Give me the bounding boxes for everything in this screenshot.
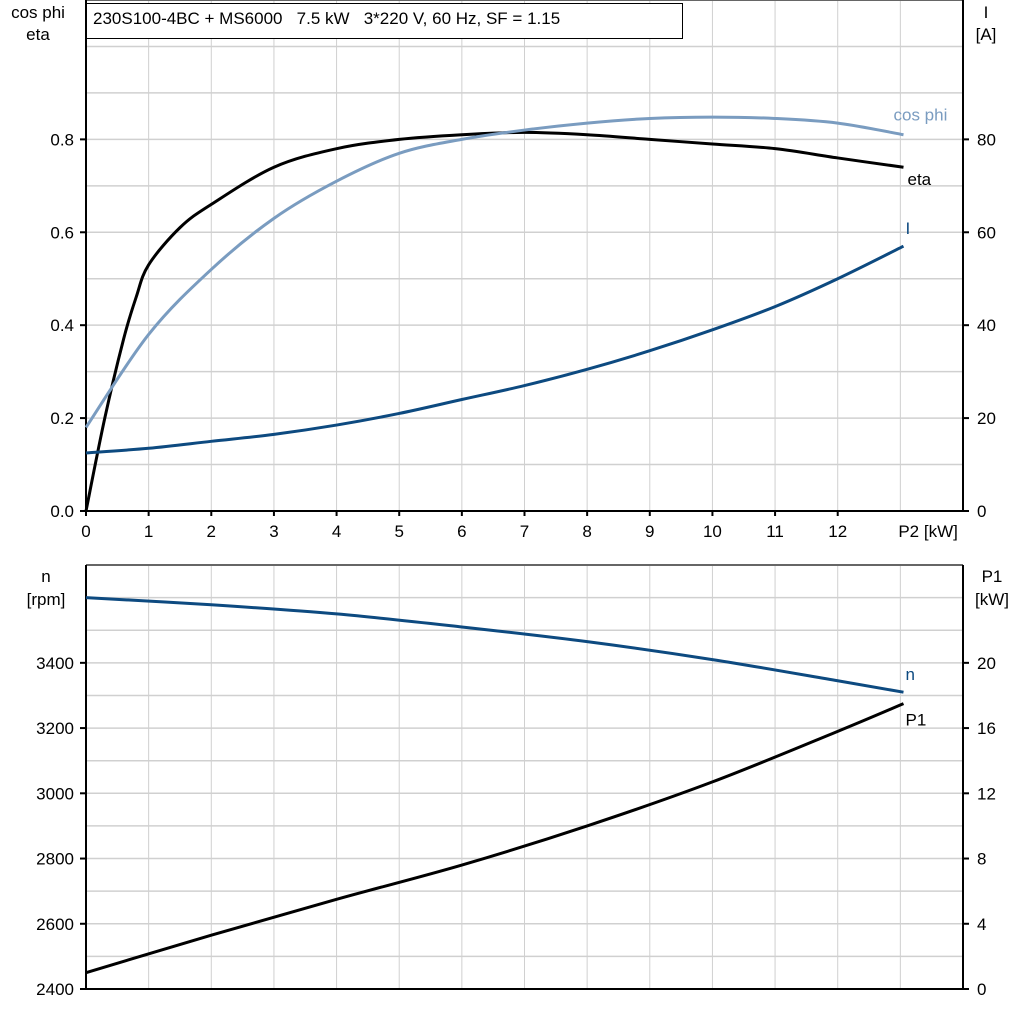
y-axis-label-left: eta — [26, 25, 50, 44]
series-line-eta — [84, 130, 904, 512]
x-tick-label: 4 — [332, 522, 341, 541]
y-tick-label-right: 20 — [977, 654, 996, 673]
series-label-I: I — [905, 219, 910, 238]
y-tick-label-right: 8 — [977, 850, 986, 869]
x-tick-label: 10 — [703, 522, 722, 541]
y-axis-label-right: [A] — [976, 25, 997, 44]
y-tick-label-right: 16 — [977, 719, 996, 738]
series-label-n: n — [905, 665, 914, 684]
y-tick-label-left: 0.2 — [50, 409, 74, 428]
x-tick-label: 1 — [144, 522, 153, 541]
y-tick-label-right: 60 — [977, 223, 996, 242]
x-tick-label: 3 — [269, 522, 278, 541]
y-axis-label-right: I — [984, 3, 989, 22]
x-tick-label: 2 — [207, 522, 216, 541]
y-axis-label-right: P1 — [982, 567, 1003, 586]
y-tick-label-right: 12 — [977, 784, 996, 803]
y-tick-label-right: 20 — [977, 409, 996, 428]
y-tick-label-left: 3000 — [36, 784, 74, 803]
chart-title: 230S100-4BC + MS6000 7.5 kW 3*220 V, 60 … — [86, 3, 683, 39]
y-tick-label-left: 0.4 — [50, 316, 74, 335]
series-line-I — [85, 244, 905, 455]
y-tick-label-left: 0.8 — [50, 130, 74, 149]
y-tick-label-left: 2400 — [36, 980, 74, 999]
y-tick-label-left: 0.6 — [50, 223, 74, 242]
x-tick-label: 5 — [394, 522, 403, 541]
x-tick-label: 7 — [520, 522, 529, 541]
series-label-eta: eta — [907, 170, 931, 189]
series-line-n — [85, 596, 904, 694]
y-tick-label-left: 3400 — [36, 654, 74, 673]
y-tick-label-left: 2600 — [36, 915, 74, 934]
y-tick-label-right: 0 — [977, 980, 986, 999]
x-tick-label: 6 — [457, 522, 466, 541]
x-tick-label: 11 — [766, 522, 784, 541]
series-line-P1 — [85, 702, 905, 975]
y-axis-label-right: [kW] — [975, 590, 1009, 609]
x-axis-label: P2 [kW] — [898, 522, 958, 541]
series-line-cos-phi — [84, 115, 904, 429]
y-tick-label-right: 80 — [977, 130, 996, 149]
y-tick-label-left: 3200 — [36, 719, 74, 738]
y-tick-label-left: 0.0 — [50, 502, 74, 521]
series-label-cos-phi: cos phi — [893, 106, 947, 125]
y-tick-label-right: 0 — [977, 502, 986, 521]
y-axis-label-left: n — [41, 567, 50, 586]
y-tick-label-right: 4 — [977, 915, 986, 934]
y-axis-label-left: cos phi — [11, 3, 65, 22]
x-tick-label: 0 — [81, 522, 90, 541]
x-tick-label: 8 — [582, 522, 591, 541]
x-tick-label: 9 — [645, 522, 654, 541]
x-tick-label: 12 — [828, 522, 847, 541]
y-axis-label-left: [rpm] — [27, 590, 66, 609]
series-label-P1: P1 — [905, 711, 926, 730]
y-tick-label-left: 2800 — [36, 850, 74, 869]
y-tick-label-right: 40 — [977, 316, 996, 335]
